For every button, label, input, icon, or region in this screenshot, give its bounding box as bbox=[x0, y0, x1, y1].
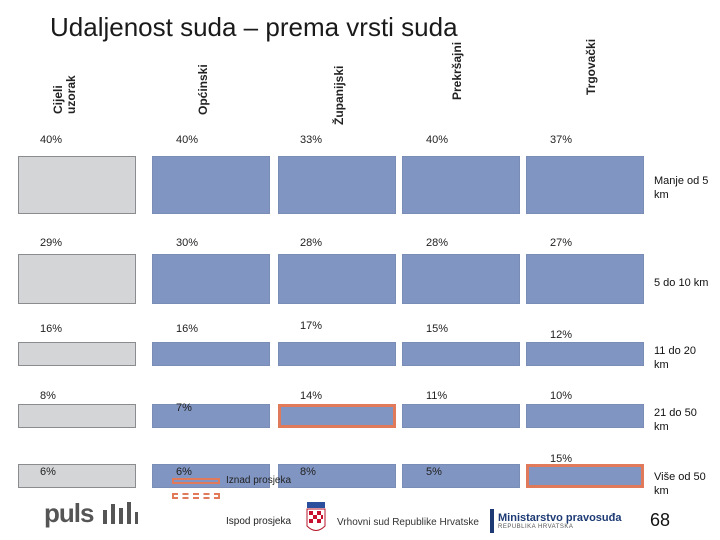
cell-box-r3-c4 bbox=[526, 404, 644, 428]
cell-box-r0-c1 bbox=[152, 156, 270, 214]
value-label-r4-c1: 6% bbox=[176, 466, 192, 478]
value-label-r2-c1: 16% bbox=[176, 323, 199, 335]
value-label-r0-c3: 40% bbox=[426, 134, 449, 146]
value-label-r0-c0: 40% bbox=[40, 134, 63, 146]
cell-box-r4-c1 bbox=[152, 464, 270, 488]
row-label-0: Manje od 5 km bbox=[654, 175, 709, 201]
value-label-r3-c1: 7% bbox=[176, 402, 192, 414]
value-label-r4-c4: 15% bbox=[550, 453, 573, 465]
value-label-r4-c2: 8% bbox=[300, 466, 316, 478]
value-label-r1-c4: 27% bbox=[550, 237, 573, 249]
row-label-2: 11 do 20 km bbox=[654, 345, 697, 371]
value-label-r2-c4: 12% bbox=[550, 329, 573, 341]
column-header-2: Županijski bbox=[332, 65, 346, 125]
legend-label-below: Ispod prosjeka bbox=[226, 516, 292, 527]
column-header-0: Cijeli uzorak bbox=[51, 75, 78, 114]
cell-box-r3-c2 bbox=[278, 404, 396, 428]
cell-box-r4-c0 bbox=[18, 464, 136, 488]
ministry-mark-icon bbox=[490, 509, 494, 533]
value-label-r0-c1: 40% bbox=[176, 134, 199, 146]
value-label-r4-c3: 5% bbox=[426, 466, 442, 478]
cell-box-r1-c1 bbox=[152, 254, 270, 304]
column-header-4: Trgovački bbox=[584, 38, 598, 95]
cell-box-r2-c2 bbox=[278, 342, 396, 366]
ministry-sub: REPUBLIKA HRVATSKA bbox=[498, 524, 574, 530]
ministry-logo: Ministarstvo pravosuđa REPUBLIKA HRVATSK… bbox=[490, 509, 621, 533]
cell-box-r4-c2 bbox=[278, 464, 396, 488]
cell-box-r3-c3 bbox=[402, 404, 520, 428]
cell-box-r2-c1 bbox=[152, 342, 270, 366]
column-header-1: Općinski bbox=[196, 64, 210, 115]
court-name: Vrhovni sud Republike Hrvatske bbox=[337, 517, 479, 528]
cell-box-r2-c0 bbox=[18, 342, 136, 366]
value-label-r3-c0: 8% bbox=[40, 390, 56, 402]
cell-box-r1-c4 bbox=[526, 254, 644, 304]
row-label-1: 5 do 10 km bbox=[654, 277, 709, 289]
cell-box-r4-c3 bbox=[402, 464, 520, 488]
croatian-coat-of-arms-icon bbox=[306, 502, 326, 531]
legend-swatch-below bbox=[172, 493, 220, 499]
cell-box-r2-c4 bbox=[526, 342, 644, 366]
cell-box-r4-c4 bbox=[526, 464, 644, 488]
value-label-r3-c2: 14% bbox=[300, 390, 323, 402]
cell-box-r3-c0 bbox=[18, 404, 136, 428]
column-header-3: Prekršajni bbox=[450, 41, 464, 100]
cell-box-r0-c2 bbox=[278, 156, 396, 214]
puls-logo: puls bbox=[44, 498, 139, 529]
value-label-r2-c3: 15% bbox=[426, 323, 449, 335]
puls-bars-icon bbox=[102, 502, 138, 524]
value-label-r0-c4: 37% bbox=[550, 134, 573, 146]
value-label-r1-c1: 30% bbox=[176, 237, 199, 249]
legend-swatch-above bbox=[172, 478, 220, 484]
cell-box-r1-c2 bbox=[278, 254, 396, 304]
value-label-r3-c3: 11% bbox=[426, 390, 448, 402]
cell-box-r1-c3 bbox=[402, 254, 520, 304]
value-label-r2-c0: 16% bbox=[40, 323, 63, 335]
value-label-r3-c4: 10% bbox=[550, 390, 573, 402]
cell-box-r3-c1 bbox=[152, 404, 270, 428]
page-number: 68 bbox=[650, 510, 671, 530]
value-label-r2-c2: 17% bbox=[300, 320, 323, 332]
ministry-name: Ministarstvo pravosuđa bbox=[498, 512, 622, 524]
cell-box-r0-c0 bbox=[18, 156, 136, 214]
row-label-4: Više od 50 km bbox=[654, 471, 706, 497]
value-label-r1-c2: 28% bbox=[300, 237, 323, 249]
legend-label-above: Iznad prosjeka bbox=[226, 475, 292, 486]
cell-box-r0-c3 bbox=[402, 156, 520, 214]
value-label-r1-c3: 28% bbox=[426, 237, 449, 249]
cell-box-r1-c0 bbox=[18, 254, 136, 304]
cell-box-r2-c3 bbox=[402, 342, 520, 366]
value-label-r1-c0: 29% bbox=[40, 237, 63, 249]
puls-logo-text: puls bbox=[44, 498, 94, 528]
row-label-3: 21 do 50 km bbox=[654, 407, 697, 433]
page-title: Udaljenost suda – prema vrsti suda bbox=[50, 12, 458, 42]
cell-box-r0-c4 bbox=[526, 156, 644, 214]
value-label-r4-c0: 6% bbox=[40, 466, 56, 478]
value-label-r0-c2: 33% bbox=[300, 134, 323, 146]
